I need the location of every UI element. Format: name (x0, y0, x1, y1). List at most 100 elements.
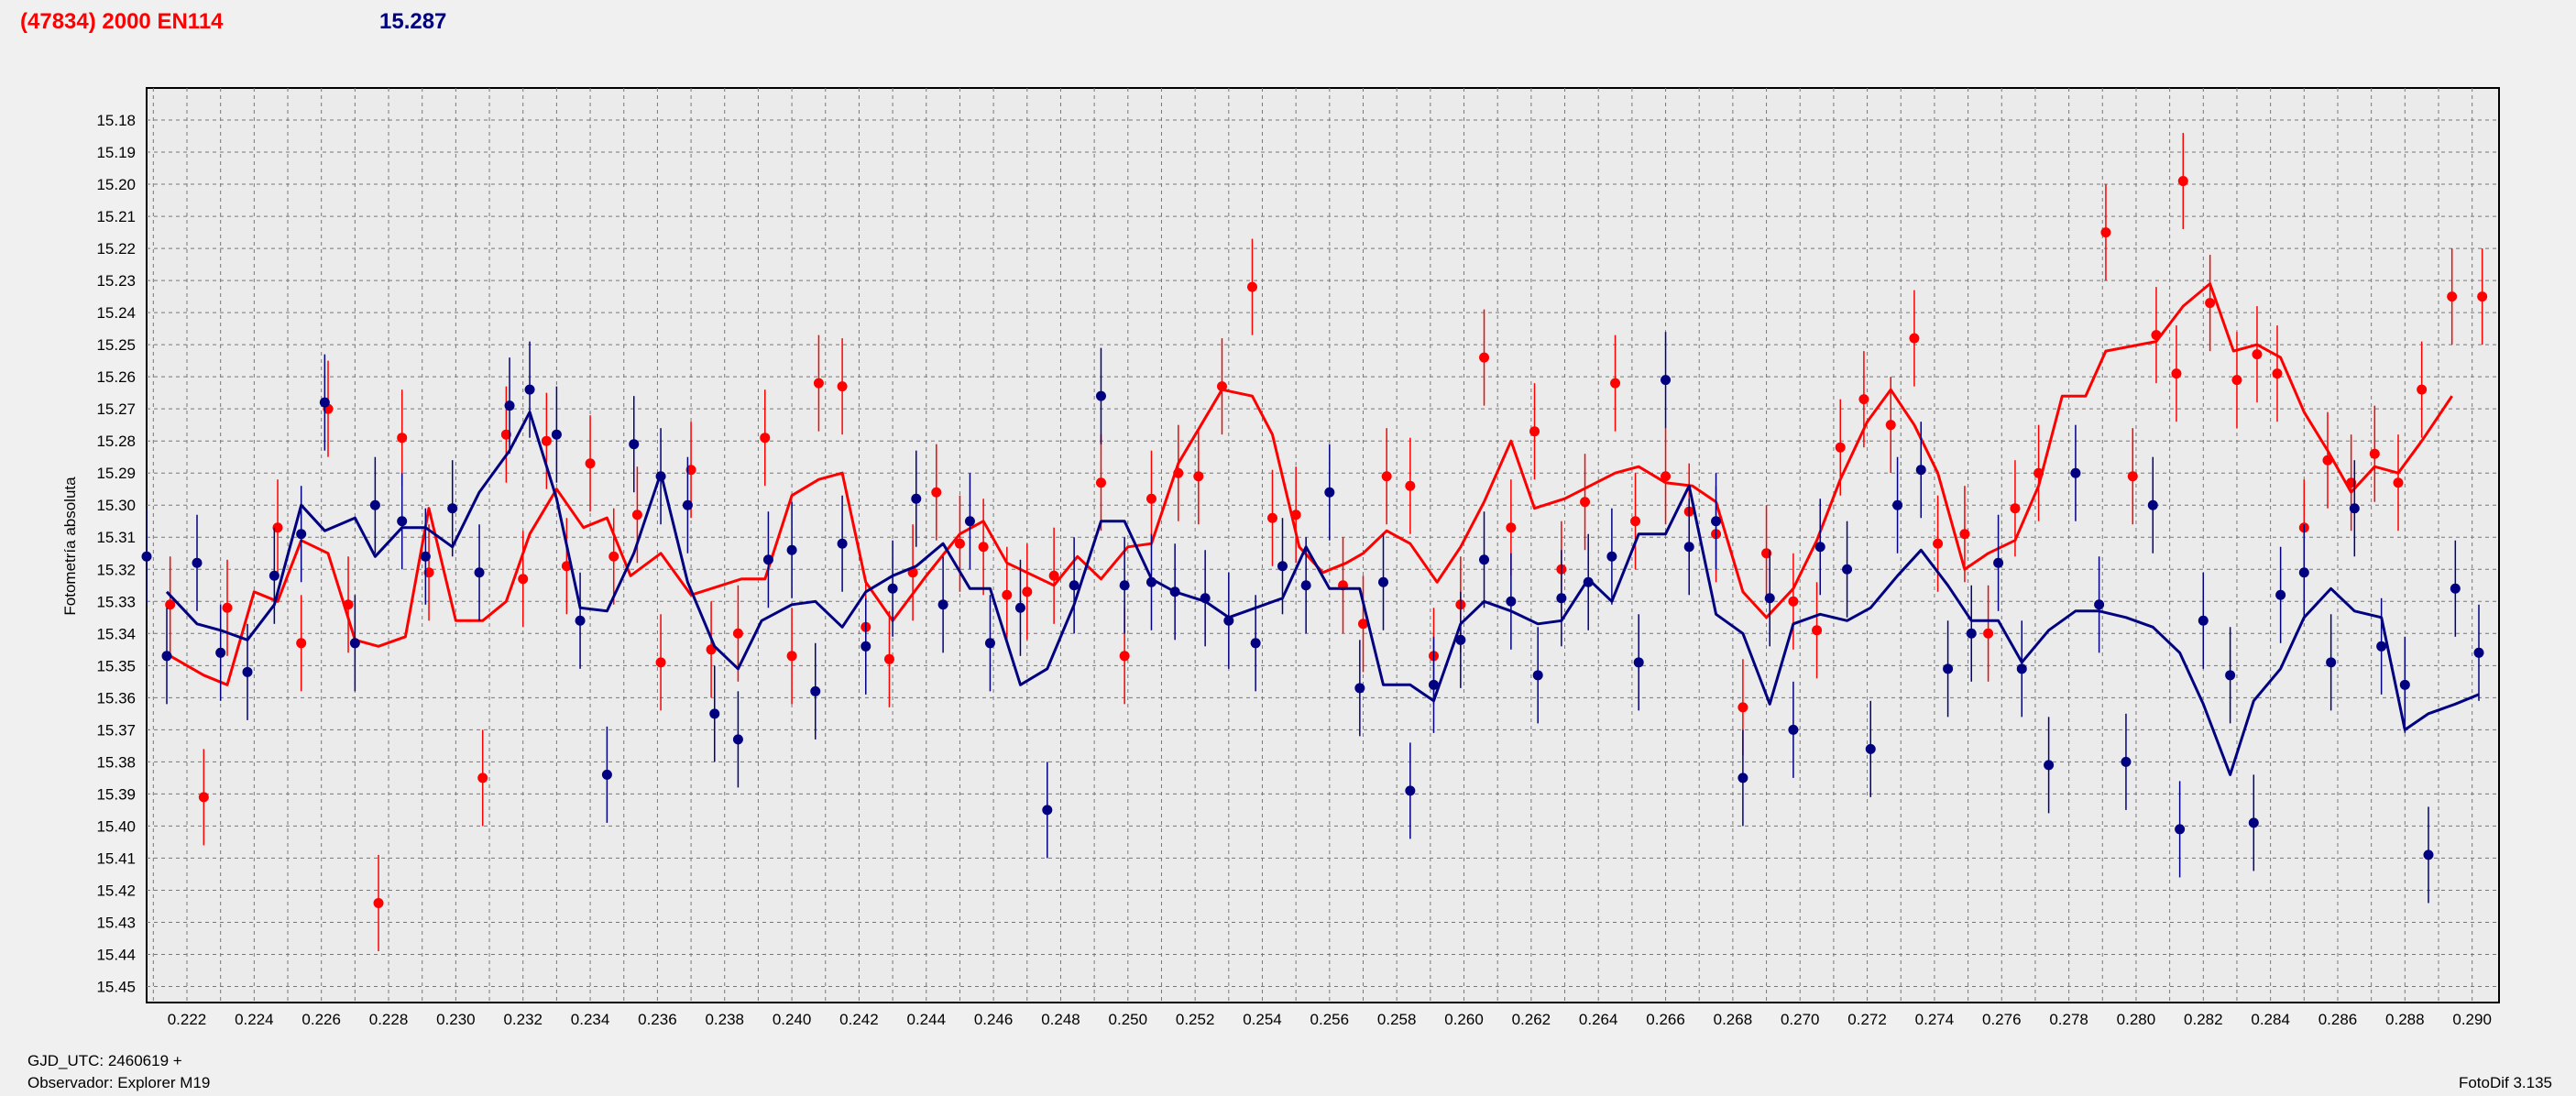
data-point (760, 433, 771, 444)
data-point (1606, 551, 1617, 562)
data-point (860, 641, 871, 652)
x-tick-label: 0.246 (974, 1011, 1014, 1028)
data-point (541, 435, 552, 446)
data-point (1737, 773, 1748, 784)
y-tick-label: 15.28 (96, 433, 136, 450)
y-tick-label: 15.22 (96, 240, 136, 258)
x-tick-label: 0.278 (2049, 1011, 2088, 1028)
data-point (1761, 548, 1772, 559)
data-point (2447, 291, 2458, 302)
data-point (1943, 663, 1954, 674)
data-point (198, 792, 209, 803)
data-point (222, 602, 233, 613)
data-point (883, 653, 894, 664)
x-tick-label: 0.250 (1109, 1011, 1148, 1028)
data-point (2376, 641, 2387, 652)
data-point (1842, 564, 1853, 575)
data-point (1173, 467, 1184, 478)
data-point (1583, 576, 1594, 587)
data-point (1246, 281, 1257, 292)
data-point (1193, 471, 1204, 482)
data-point (1277, 561, 1288, 572)
data-point (1300, 580, 1311, 591)
data-point (1014, 602, 1025, 613)
observer-label: Observador: Explorer M19 (27, 1074, 211, 1091)
data-point (1095, 477, 1106, 488)
y-tick-label: 15.35 (96, 657, 136, 674)
data-point (1169, 586, 1180, 597)
y-tick-label: 15.33 (96, 593, 136, 610)
data-point (1119, 580, 1130, 591)
data-point (1200, 593, 1211, 604)
data-point (954, 538, 965, 549)
data-point (629, 439, 640, 450)
data-point (2205, 298, 2216, 309)
x-tick-label: 0.284 (2251, 1011, 2290, 1028)
data-point (585, 458, 596, 469)
data-point (504, 400, 515, 411)
x-tick-label: 0.242 (839, 1011, 879, 1028)
data-point (2252, 349, 2263, 360)
data-point (2417, 384, 2428, 395)
data-point (397, 516, 408, 527)
data-point (319, 397, 330, 408)
data-point (837, 538, 848, 549)
x-tick-label: 0.282 (2184, 1011, 2223, 1028)
data-point (608, 551, 619, 562)
data-point (423, 567, 434, 578)
data-point (2231, 375, 2242, 386)
data-point (1858, 394, 1869, 405)
data-point (887, 583, 898, 594)
data-point (1455, 634, 1466, 645)
x-tick-label: 0.222 (168, 1011, 207, 1028)
data-point (2275, 589, 2286, 600)
x-tick-label: 0.288 (2385, 1011, 2425, 1028)
data-point (2326, 657, 2337, 668)
data-point (2147, 499, 2158, 510)
data-point (296, 638, 307, 649)
x-tick-label: 0.256 (1310, 1011, 1350, 1028)
y-tick-label: 15.30 (96, 497, 136, 514)
x-tick-label: 0.230 (436, 1011, 476, 1028)
data-point (141, 551, 152, 562)
y-tick-label: 15.38 (96, 753, 136, 771)
y-tick-label: 15.27 (96, 400, 136, 418)
data-point (1764, 593, 1775, 604)
data-point (2044, 760, 2055, 771)
x-tick-label: 0.266 (1646, 1011, 1685, 1028)
data-point (1119, 651, 1130, 662)
data-point (1145, 576, 1156, 587)
data-point (269, 570, 280, 581)
x-tick-label: 0.270 (1781, 1011, 1820, 1028)
data-point (2369, 448, 2380, 459)
data-point (215, 647, 226, 658)
data-point (343, 599, 354, 610)
y-axis-title: Fotometría absoluta (61, 477, 79, 616)
data-point (1223, 615, 1234, 626)
data-point (813, 378, 824, 389)
data-point (1661, 471, 1672, 482)
data-point (1354, 683, 1365, 694)
data-point (1358, 619, 1369, 630)
data-point (551, 429, 562, 440)
x-tick-label: 0.268 (1714, 1011, 1753, 1028)
x-tick-label: 0.264 (1579, 1011, 1618, 1028)
data-point (964, 516, 975, 527)
data-point (1405, 785, 1416, 796)
data-point (1737, 702, 1748, 713)
data-point (1145, 493, 1156, 504)
data-point (1479, 554, 1490, 565)
data-point (1405, 480, 1416, 491)
data-point (1216, 381, 1227, 392)
data-point (2349, 503, 2360, 514)
data-point (165, 599, 176, 610)
series-layer (141, 133, 2488, 951)
data-point (2225, 670, 2236, 681)
data-point (1479, 352, 1490, 363)
x-tick-label: 0.238 (705, 1011, 744, 1028)
data-point (1683, 542, 1694, 553)
data-point (685, 465, 696, 476)
x-tick-label: 0.272 (1847, 1011, 1887, 1028)
data-point (1022, 586, 1033, 597)
